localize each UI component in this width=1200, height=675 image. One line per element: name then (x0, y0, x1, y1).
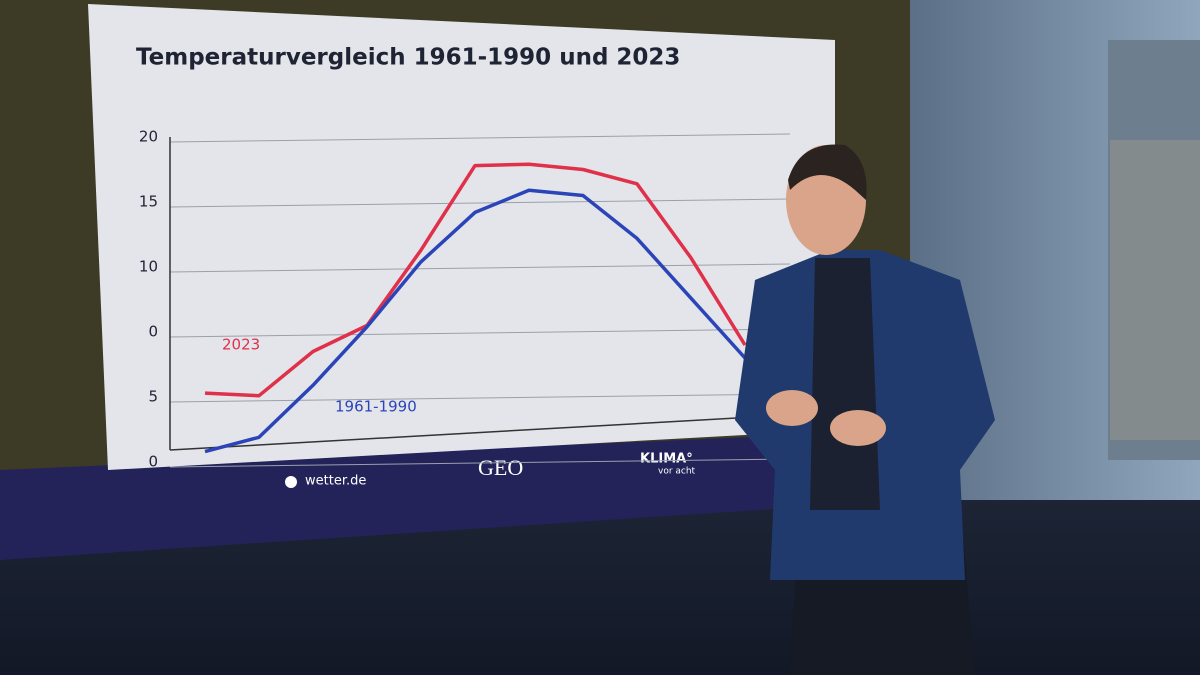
series-label: 2023 (222, 336, 260, 354)
series-line (204, 162, 747, 398)
presenter (735, 144, 995, 675)
series-label: 1961-1990 (335, 398, 417, 416)
series-line (204, 188, 747, 454)
y-tick-label: 15 (139, 193, 158, 211)
grid-line (169, 328, 791, 338)
grid-line (169, 393, 791, 403)
logo-wetter: wetter.de (305, 474, 366, 489)
logo-klima-sub: vor acht (658, 467, 696, 477)
y-tick-label: 5 (148, 388, 158, 406)
grid-line (169, 133, 791, 143)
y-tick-label: 10 (139, 258, 158, 276)
grid-line (169, 198, 791, 208)
grid-line (169, 458, 791, 468)
presenter-hand-left (766, 390, 818, 426)
y-tick-label: 0 (148, 453, 158, 471)
logo-geo: GEO (478, 455, 523, 480)
logo-klima: KLIMA° (640, 452, 693, 467)
x-axis (169, 414, 791, 451)
y-tick-label: 20 (139, 128, 158, 146)
presenter-hair (788, 144, 867, 200)
presenter-hand-right (830, 410, 886, 446)
grid-line (169, 263, 791, 273)
city-image (1110, 140, 1200, 440)
chart: 20 15 10 0 5 0 2023 1961-1990 (139, 128, 791, 471)
chart-title: Temperaturvergleich 1961-1990 und 2023 (136, 45, 680, 71)
presenter-sweater (810, 258, 880, 510)
chart-panel (88, 4, 835, 470)
logo-sun (285, 476, 297, 488)
y-tick-label: 0 (148, 323, 158, 341)
